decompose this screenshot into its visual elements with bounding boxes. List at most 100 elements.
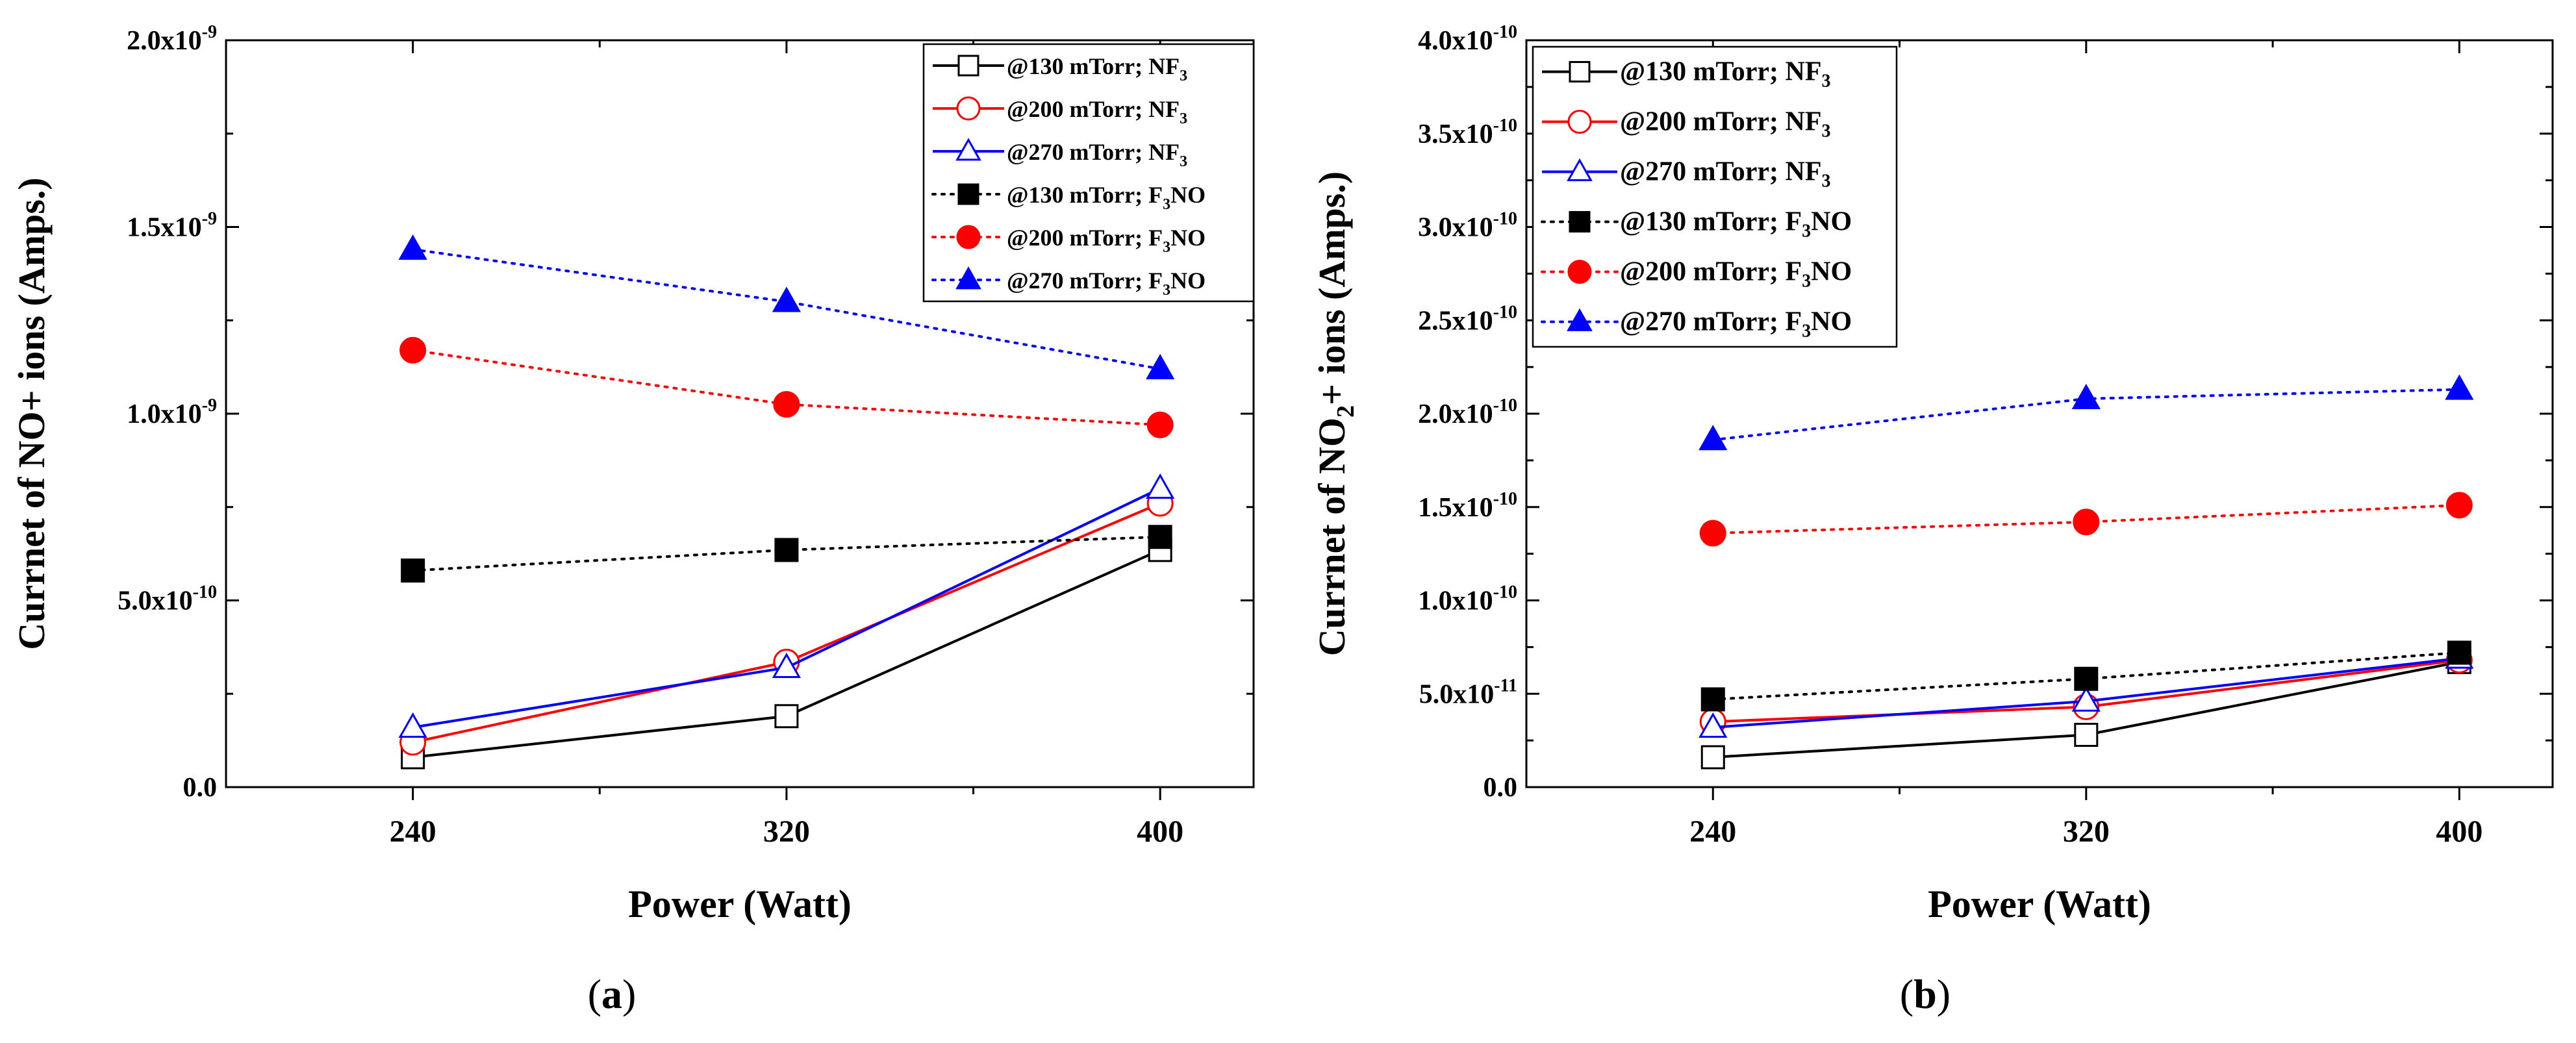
x-tick-label: 240 — [390, 814, 436, 849]
y-axis-title-subscript: 2 — [1332, 405, 1359, 418]
y-tick-label: 5.0x10-10 — [118, 583, 217, 616]
legend-label: @270 mTorr; NF3 — [1007, 139, 1187, 170]
data-point-marker — [1699, 520, 1726, 547]
legend-label-main: @200 mTorr; F — [1620, 257, 1802, 287]
legend-label-subscript: 3 — [1802, 321, 1811, 342]
caption-a-letter: a — [601, 971, 622, 1017]
y-axis-title-tail: + ions (Amps.) — [1311, 171, 1353, 405]
data-point-marker — [1148, 525, 1172, 549]
y-tick-exponent: -10 — [193, 583, 217, 603]
legend-label-main: @270 mTorr; NF — [1620, 157, 1821, 187]
data-point-marker — [1146, 411, 1174, 438]
legend-swatch-marker — [957, 55, 979, 77]
data-point-marker — [2073, 509, 2100, 536]
legend-label: @270 mTorr; NF3 — [1620, 157, 1830, 192]
legend-label: @130 mTorr; NF3 — [1007, 53, 1187, 84]
legend-label-main: @270 mTorr; F — [1620, 307, 1802, 337]
y-tick-label: 1.0x10-9 — [127, 396, 217, 429]
data-point-marker — [2445, 374, 2474, 400]
legend-label-subscript: 3 — [1821, 71, 1830, 92]
y-tick-label: 2.0x10-9 — [127, 22, 217, 56]
legend-label-subscript: 3 — [1180, 110, 1187, 127]
legend-label-subscript: 3 — [1821, 121, 1830, 142]
legend-swatch-marker — [1569, 61, 1591, 82]
legend-label-subscript: 3 — [1821, 171, 1830, 192]
legend-label-main: @200 mTorr; NF — [1620, 107, 1821, 137]
legend-swatch-marker — [957, 183, 979, 205]
y-tick-label: 3.5x10-10 — [1418, 116, 1517, 149]
legend-swatch-marker — [955, 138, 981, 161]
legend-swatch-marker — [1567, 110, 1592, 134]
legend-label-main: @270 mTorr; NF — [1007, 139, 1180, 165]
legend-label: @130 mTorr; NF3 — [1620, 57, 1830, 92]
y-tick-label: 3.0x10-10 — [1418, 209, 1517, 243]
series-line — [411, 349, 1162, 427]
chart-panel-b: 0.05.0x10-111.0x10-101.5x10-102.0x10-102… — [1311, 22, 2554, 925]
y-tick-label: 1.0x10-10 — [1418, 583, 1517, 616]
data-point-marker — [398, 234, 427, 260]
legend-label-subscript: 3 — [1163, 196, 1170, 213]
y-tick-exponent: -9 — [202, 22, 217, 42]
data-point-marker — [2074, 666, 2099, 691]
x-tick-label: 400 — [1137, 814, 1183, 849]
x-axis-title: Power (Watt) — [1928, 883, 2151, 925]
y-tick-mantissa: 1.5x10 — [127, 213, 202, 243]
y-tick-exponent: -9 — [202, 396, 217, 416]
data-point-marker — [398, 712, 427, 738]
y-tick-mantissa: 1.5x10 — [1418, 493, 1493, 523]
legend-swatch-marker — [1567, 260, 1592, 284]
y-tick-mantissa: 0.0 — [1484, 773, 1518, 803]
data-point-marker — [1700, 687, 1725, 712]
data-point-marker — [1146, 353, 1175, 380]
x-tick-label: 400 — [2436, 814, 2482, 849]
y-tick-exponent: -10 — [1493, 22, 1517, 42]
y-tick-exponent: -10 — [1493, 396, 1517, 416]
caption-b: (b) — [1900, 971, 1951, 1017]
legend-label-main: @200 mTorr; NF — [1007, 96, 1180, 122]
y-tick-label: 0.0 — [183, 773, 218, 803]
y-tick-label: 1.5x10-10 — [1418, 489, 1517, 523]
y-axis-title: Currnet of NO+ ions (Amps.) — [10, 177, 53, 649]
y-tick-exponent: -10 — [1493, 489, 1517, 509]
y-tick-label: 2.0x10-10 — [1418, 396, 1517, 429]
y-axis-title: Currnet of NO2+ ions (Amps.) — [1311, 171, 1359, 656]
legend-swatch-marker — [1567, 308, 1593, 331]
y-tick-mantissa: 2.0x10 — [127, 26, 202, 56]
legend-label: @200 mTorr; F3NO — [1007, 225, 1206, 256]
legend-label-main: @130 mTorr; F — [1007, 182, 1163, 208]
legend-label-subscript: 3 — [1163, 239, 1170, 256]
data-point-marker — [2074, 723, 2099, 747]
legend-label-main: @270 mTorr; F — [1007, 268, 1163, 294]
y-tick-mantissa: 0.0 — [183, 773, 218, 803]
legend-label-subscript: 3 — [1180, 68, 1187, 84]
y-tick-label: 0.0 — [1484, 773, 1518, 803]
legend-label-tail: NO — [1811, 257, 1852, 287]
y-tick-exponent: -10 — [1493, 302, 1517, 322]
legend-label-subscript: 3 — [1180, 153, 1187, 170]
y-tick-exponent: -10 — [1493, 583, 1517, 603]
y-tick-mantissa: 1.0x10 — [1418, 586, 1493, 616]
data-point-marker — [2445, 492, 2473, 519]
legend-label: @270 mTorr; F3NO — [1620, 307, 1852, 342]
data-point-marker — [1698, 712, 1728, 738]
data-point-marker — [1146, 473, 1175, 499]
legend-label-main: @130 mTorr; F — [1620, 207, 1802, 237]
y-tick-label: 1.5x10-9 — [127, 209, 217, 243]
legend-swatch-marker — [955, 266, 981, 290]
y-tick-label: 5.0x10-11 — [1419, 675, 1517, 709]
x-tick-label: 240 — [1689, 814, 1736, 849]
data-point-marker — [2447, 640, 2471, 665]
data-point-marker — [773, 391, 800, 418]
legend-swatch-marker — [1567, 158, 1593, 181]
y-tick-label: 2.5x10-10 — [1418, 302, 1517, 336]
legend-label: @200 mTorr; F3NO — [1620, 257, 1852, 292]
x-axis-title: Power (Watt) — [628, 883, 852, 925]
data-point-marker — [399, 336, 427, 364]
data-point-marker — [1700, 745, 1725, 770]
data-point-marker — [2071, 686, 2101, 712]
legend-box — [1532, 45, 1898, 348]
data-point-marker — [1698, 425, 1728, 451]
y-tick-mantissa: 5.0x10 — [1419, 679, 1495, 709]
